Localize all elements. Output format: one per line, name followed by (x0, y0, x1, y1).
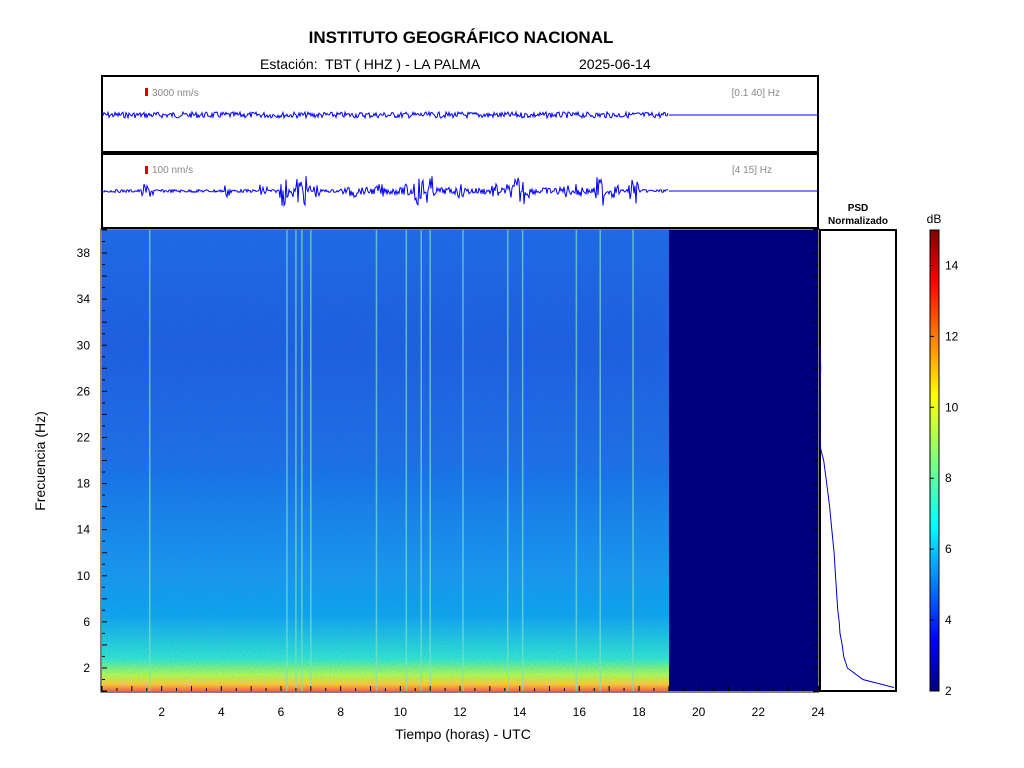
y-tick-label: 18 (77, 477, 91, 491)
seismogram-broadband-frame (101, 75, 819, 153)
colorbar-tick-label: 12 (945, 329, 959, 343)
date-label: 2025-06-14 (579, 56, 651, 72)
psd-title-line2: Normalizado (828, 216, 888, 227)
y-tick-label: 34 (77, 292, 91, 306)
x-tick-label: 18 (632, 705, 646, 719)
colorbar-ticks: 2 4 6 8 10 12 14 (930, 258, 959, 698)
x-tick-label: 16 (573, 705, 587, 719)
broadband-trace-data (101, 110, 669, 120)
x-tick-label: 6 (278, 705, 285, 719)
psd-panel: PSD Normalizado (819, 203, 897, 692)
colorbar-tick-label: 14 (945, 258, 959, 272)
spectrogram-no-data-region (669, 230, 818, 691)
spectrogram-panel: 2 4 6 8 10 12 14 16 18 20 22 24 261014182226303438 … (32, 228, 825, 742)
x-axis-ticks: 2 4 6 8 10 12 14 16 18 20 22 24 (101, 686, 825, 719)
spectrogram-background (102, 230, 669, 691)
y-tick-label: 14 (77, 523, 91, 537)
spectrogram-event-lines (148, 230, 634, 691)
scale-label-broadband: 3000 nm/s (152, 88, 199, 99)
y-tick-label: 26 (77, 384, 91, 398)
colorbar: dB 2 4 6 8 10 12 14 (927, 212, 959, 698)
station-label: Estación: TBT ( HHZ ) - LA PALMA (260, 56, 481, 72)
y-axis-label: Frecuencia (Hz) (32, 411, 48, 511)
y-tick-label: 2 (83, 661, 90, 675)
x-tick-label: 14 (513, 705, 527, 719)
y-tick-label: 10 (77, 569, 91, 583)
x-tick-label: 12 (453, 705, 467, 719)
scale-bar-broadband (145, 88, 148, 96)
x-tick-label: 4 (218, 705, 225, 719)
x-tick-label: 2 (158, 705, 165, 719)
colorbar-label: dB (927, 212, 942, 226)
psd-curve (819, 345, 895, 688)
colorbar-tick-label: 6 (945, 542, 952, 556)
y-tick-label: 38 (77, 246, 91, 260)
x-tick-label: 10 (394, 705, 408, 719)
x-axis-label: Tiempo (horas) - UTC (395, 726, 531, 742)
x-tick-label: 8 (337, 705, 344, 719)
colorbar-tick-label: 8 (945, 471, 952, 485)
band-label-filtered: [4 15] Hz (732, 165, 772, 176)
colorbar-tick-label: 4 (945, 613, 952, 627)
scale-label-filtered: 100 nm/s (152, 165, 193, 176)
colorbar-tick-label: 2 (945, 684, 952, 698)
x-tick-label: 20 (692, 705, 706, 719)
colorbar-tick-label: 10 (945, 400, 959, 414)
y-tick-label: 22 (77, 430, 91, 444)
y-tick-label: 6 (83, 615, 90, 629)
seismogram-filtered-panel: 100 nm/s [4 15] Hz (101, 153, 819, 229)
x-tick-label: 22 (752, 705, 766, 719)
psd-title-line1: PSD (848, 203, 869, 214)
x-tick-label: 24 (811, 705, 825, 719)
colorbar-gradient (929, 229, 940, 692)
filtered-trace-data (101, 176, 669, 208)
filtered-trace (101, 176, 818, 208)
y-tick-label: 30 (77, 338, 91, 352)
broadband-trace (101, 110, 818, 120)
band-label-broadband: [0.1 40] Hz (732, 88, 780, 99)
scale-bar-filtered (145, 166, 148, 174)
chart-title: INSTITUTO GEOGRÁFICO NACIONAL (308, 28, 614, 47)
psd-frame (819, 229, 897, 692)
seismogram-broadband-panel: 3000 nm/s [0.1 40] Hz (101, 75, 819, 153)
